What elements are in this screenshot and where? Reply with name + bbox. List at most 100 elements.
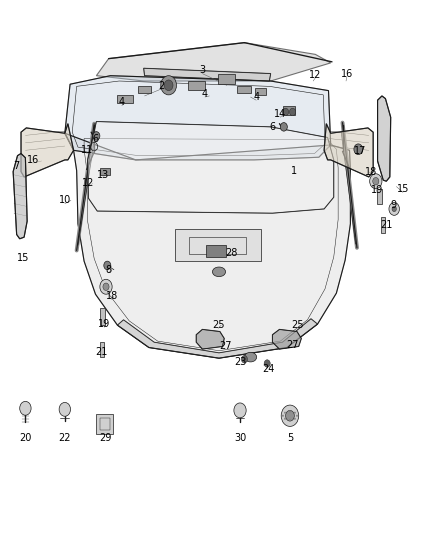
Bar [100,418,110,430]
Bar [206,245,226,257]
Text: 5: 5 [287,433,293,443]
Text: 9: 9 [390,200,396,209]
Text: 12: 12 [82,179,95,188]
Text: 19: 19 [98,319,110,329]
Circle shape [354,144,363,155]
Text: 4: 4 [202,89,208,99]
Polygon shape [378,96,391,181]
Ellipse shape [244,352,257,362]
Circle shape [289,410,291,413]
Text: 29: 29 [99,433,111,443]
Circle shape [20,401,31,415]
Bar [377,189,382,204]
Circle shape [282,415,284,417]
Text: 15: 15 [17,253,29,263]
Text: 7: 7 [14,161,20,171]
Polygon shape [96,43,331,81]
Circle shape [392,206,396,212]
Bar [255,88,266,95]
Circle shape [286,410,294,421]
Text: 20: 20 [19,433,32,443]
Bar [189,237,246,254]
Polygon shape [324,124,373,177]
Text: 21: 21 [380,220,392,230]
Text: 3: 3 [199,66,205,75]
Text: 25: 25 [292,320,304,330]
Text: 17: 17 [354,147,366,156]
Text: 12: 12 [309,70,321,79]
Circle shape [281,405,299,426]
Circle shape [164,80,173,91]
Ellipse shape [212,267,226,277]
Text: 30: 30 [234,433,246,443]
Text: 27: 27 [286,341,299,350]
Bar [117,95,133,103]
Circle shape [241,356,247,363]
Circle shape [284,411,286,414]
Circle shape [283,108,289,116]
Circle shape [100,279,112,294]
Circle shape [373,177,379,185]
Circle shape [296,415,298,417]
Circle shape [290,108,296,116]
Circle shape [104,261,111,270]
Text: 11: 11 [81,146,93,155]
Text: 4: 4 [119,98,125,107]
Text: 8: 8 [106,265,112,274]
Circle shape [103,283,109,290]
Circle shape [289,419,291,421]
Circle shape [234,403,246,418]
Bar [283,106,295,115]
Text: 18: 18 [365,167,378,176]
Polygon shape [144,68,271,81]
Bar [138,86,151,93]
Circle shape [294,411,296,414]
Circle shape [370,174,382,189]
Text: 13: 13 [97,170,109,180]
Text: 10: 10 [59,196,71,205]
Circle shape [59,402,71,416]
Circle shape [161,76,177,95]
Polygon shape [117,319,318,358]
Circle shape [284,418,286,420]
Circle shape [294,418,296,420]
Polygon shape [13,154,27,239]
Bar [96,414,113,434]
Polygon shape [21,124,74,177]
Text: 14: 14 [274,109,286,119]
Bar [100,168,110,175]
Text: 27: 27 [219,342,232,351]
Bar [175,229,261,261]
Bar [218,74,235,84]
Text: 28: 28 [225,248,237,257]
Text: 21: 21 [95,347,108,357]
Text: 19: 19 [371,185,384,195]
Text: 4: 4 [253,92,259,102]
Polygon shape [196,329,224,349]
Text: 2: 2 [158,81,164,91]
Polygon shape [88,122,334,213]
Text: 16: 16 [27,155,39,165]
Text: 6: 6 [269,122,276,132]
Circle shape [93,132,100,140]
Bar [100,308,105,325]
Bar [188,81,205,90]
Text: 15: 15 [397,184,409,194]
Polygon shape [65,76,331,160]
Circle shape [389,203,399,215]
Text: 16: 16 [341,69,353,78]
Text: 25: 25 [212,320,224,330]
Text: 24: 24 [262,364,274,374]
Bar [100,342,104,357]
Circle shape [264,360,270,367]
Polygon shape [65,133,350,358]
Bar [381,217,385,233]
Text: 6: 6 [92,134,99,143]
Text: 23: 23 [234,358,246,367]
Circle shape [280,123,287,131]
Text: 18: 18 [106,292,118,301]
Text: 1: 1 [291,166,297,175]
Polygon shape [272,329,301,349]
Text: 22: 22 [59,433,71,443]
Bar [237,86,251,93]
